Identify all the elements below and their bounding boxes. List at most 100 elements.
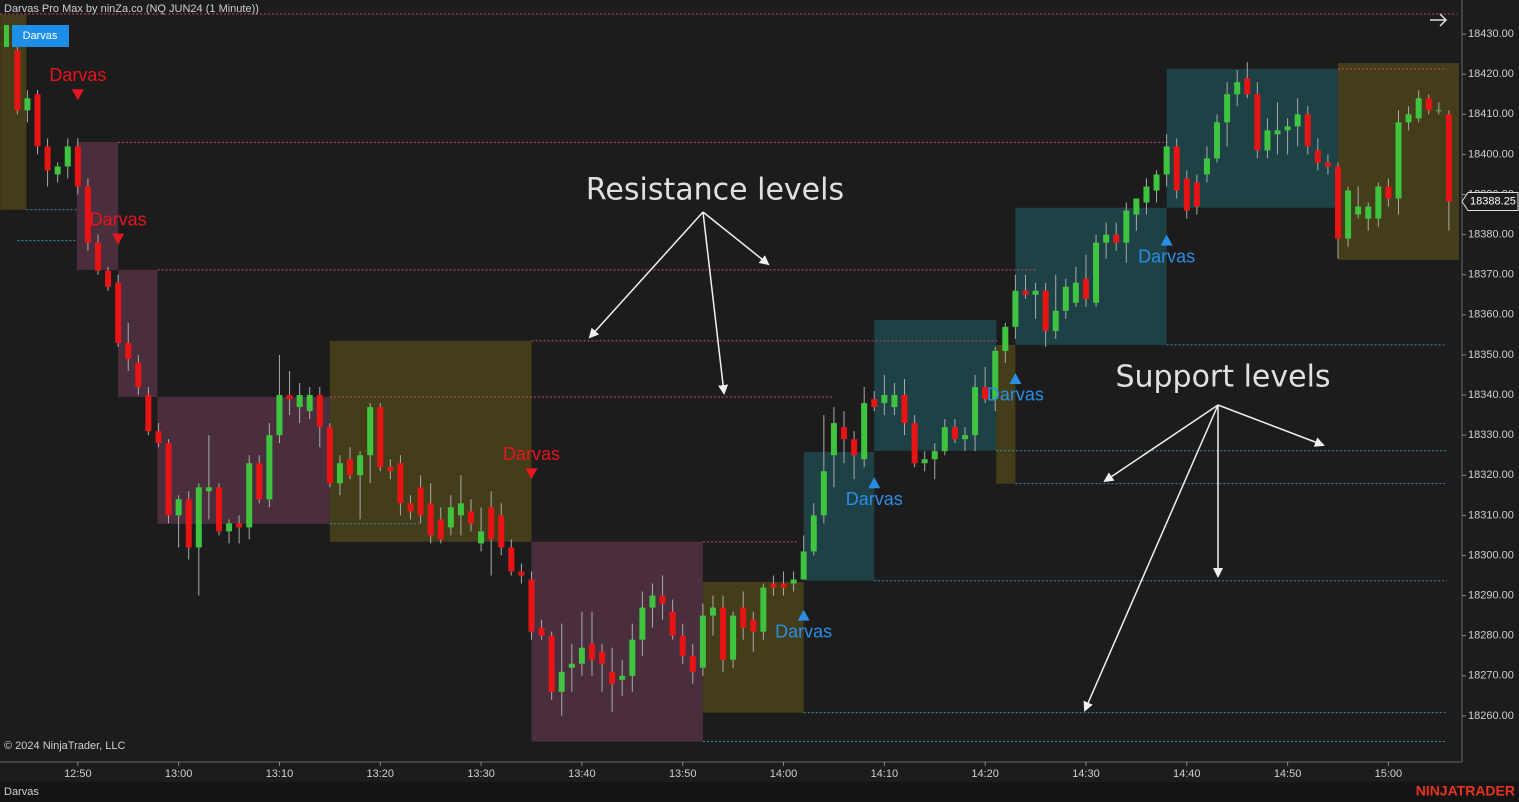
candle-body [256,463,263,500]
candle-body [720,607,727,660]
chart-title: Darvas Pro Max by ninZa.co (NQ JUN24 (1 … [4,3,259,15]
candle-body [54,166,61,175]
candle-body [397,463,404,504]
x-tick-label: 14:30 [1072,768,1100,780]
candle-body [306,395,313,412]
candle-body [457,503,464,516]
candle-body [841,427,848,440]
x-tick-label: 14:50 [1274,768,1302,780]
candle-body [941,427,948,452]
candle-body [810,515,817,552]
candle-body [558,671,565,692]
signal-marker [1160,234,1173,246]
x-tick-label: 14:10 [871,768,899,780]
candle-body [1355,206,1362,215]
candle-body [74,146,81,187]
signal-marker [868,477,881,489]
candle-body [417,487,424,516]
candle-body [64,146,71,167]
candle-body [1445,114,1452,202]
candle-body [1042,290,1049,331]
y-tick-label: 18430.00 [1468,28,1514,40]
candle-body [427,503,434,536]
arrow [1103,404,1219,483]
signal-label: Darvas [987,385,1044,405]
candle-body [951,427,958,440]
y-tick-label: 18270.00 [1468,670,1514,682]
candle-body [478,531,485,544]
candle-body [1294,114,1301,127]
candle-body [226,523,233,532]
candle-body [175,499,182,516]
candle-body [508,547,515,572]
signal-marker [525,468,538,480]
x-tick-label: 13:50 [669,768,697,780]
darvas-box [531,541,703,742]
candle-body [750,619,757,632]
button-label[interactable]: Darvas [23,30,58,42]
candle-body [1425,98,1432,111]
signal-marker [1009,372,1022,384]
candle-body [568,663,575,668]
y-tick-label: 18360.00 [1468,309,1514,321]
candle-body [588,643,595,660]
x-tick-label: 15:00 [1375,768,1403,780]
x-tick-label: 13:00 [165,768,193,780]
candle-body [911,423,918,464]
candle-body [1324,162,1331,167]
candle-body [205,487,212,492]
candle-body [357,455,364,476]
plot-area: Darvas Darvas Darvas Darvas Darvas Darvas Darv… [0,13,1459,743]
y-tick-label: 18320.00 [1468,469,1514,481]
candle-body [266,435,273,500]
arrow [1083,404,1219,712]
candle-body [709,607,716,616]
tab-label[interactable]: Darvas [4,786,39,798]
button-accent [4,25,9,47]
arrow [702,211,729,395]
candle-body [1203,158,1210,175]
nav-arrow[interactable] [1430,13,1448,27]
candle-body [1103,234,1110,243]
last-price-label: 18388.25 [1470,195,1516,207]
candle-body [1173,146,1180,191]
signal-label: Darvas [846,489,903,509]
darvas-box [157,397,330,524]
candle-body [286,395,293,400]
candle-body [1113,234,1120,243]
candle-body [730,615,737,660]
candle-body [669,611,676,636]
candle-body [296,395,303,408]
y-tick-label: 18420.00 [1468,68,1514,80]
darvas-button[interactable] [12,25,69,47]
candle-body [599,651,606,664]
annotation: Resistance levels [586,173,844,208]
candle-body [1365,206,1372,219]
candle-body [891,395,898,408]
candle-body [1385,186,1392,199]
x-tick-label: 14:20 [971,768,999,780]
candle-body [1082,278,1089,299]
candle-body [1153,174,1160,191]
candle-body [1012,290,1019,327]
candle-body [861,403,868,460]
candle-body [24,98,31,111]
candle-body [1093,242,1100,303]
candle-body [125,342,132,359]
x-tick-label: 13:40 [568,768,596,780]
candle-body [1022,290,1029,295]
candle-body [468,511,475,524]
candle-body [1183,178,1190,211]
candle-body [1304,114,1311,147]
candle-body [982,387,989,400]
x-tick-label: 14:00 [770,768,798,780]
last-price-pointer [1461,192,1519,212]
candle-body [377,407,384,468]
candle-body [1032,290,1039,295]
x-tick-label: 13:10 [266,768,294,780]
signal-marker [71,89,84,101]
candle-body [34,94,41,147]
candle-body [326,427,333,484]
candle-body [437,519,444,540]
candle-body [1062,286,1069,311]
